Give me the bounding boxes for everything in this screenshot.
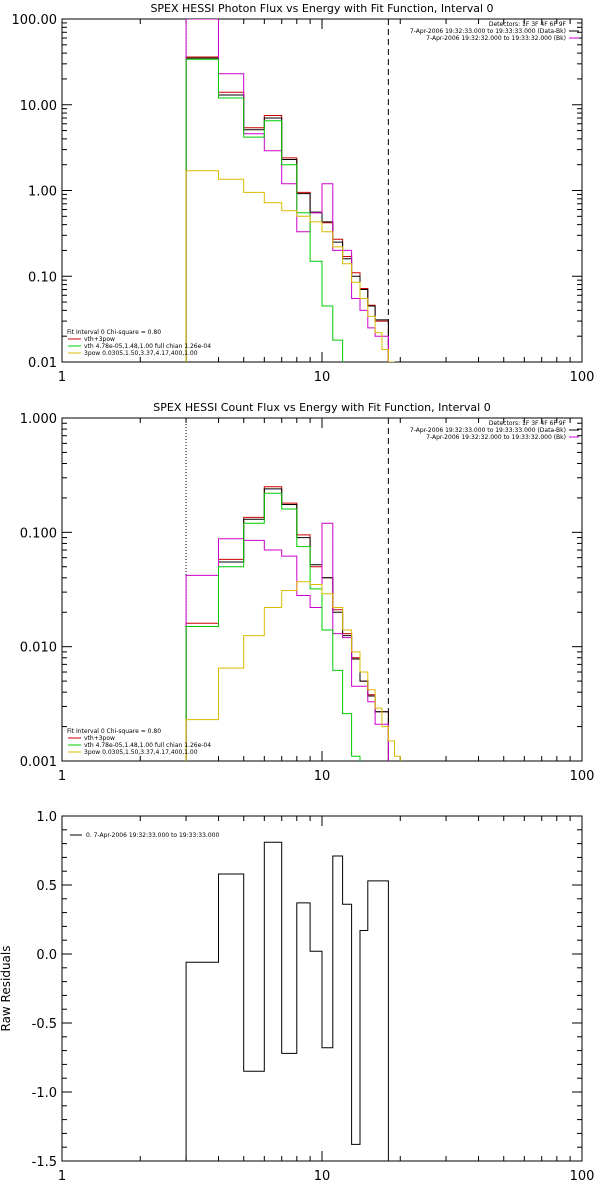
series-line-1 [185, 56, 389, 362]
y-tick-label: 0.010 [20, 641, 57, 656]
y-tick-label: 0.100 [20, 526, 57, 541]
detector-header: Detectors: 1F 3F 4F 6F 9F7-Apr-2006 19:3… [410, 420, 579, 441]
series-group [185, 486, 401, 761]
legend-entry: 0. 7-Apr-2006 19:32:33.000 to 19:33:33.0… [86, 832, 219, 839]
y-tick-label: -1.0 [32, 1086, 57, 1101]
x-tick-label: 1 [58, 769, 66, 784]
x-tick-label: 10 [314, 1169, 331, 1184]
x-axis-ticks: 1 10 100 [58, 19, 595, 385]
header-line: 7-Apr-2006 19:32:32.000 to 19:33:32.000 … [426, 434, 566, 441]
header-line: 7-Apr-2006 19:32:33.000 to 19:33:33.000 … [410, 28, 566, 35]
chart-title: SPEX HESSI Photon Flux vs Energy with Fi… [150, 2, 493, 15]
legend-entry: vth+3pow [84, 336, 115, 343]
chart-title: SPEX HESSI Count Flux vs Energy with Fit… [153, 401, 490, 414]
y-tick-label: 0.001 [20, 755, 57, 770]
legend: Fit Interval 0 Chi-square = 0.80vth+3pow… [67, 728, 211, 756]
series-line-4 [185, 492, 361, 761]
x-tick-label: 100 [570, 1169, 595, 1184]
y-tick-label: 0.0 [36, 948, 57, 963]
x-tick-label: 10 [314, 370, 331, 385]
x-tick-label: 10 [314, 769, 331, 784]
series-group [185, 841, 389, 1161]
x-axis-ticks: 1 10 100 [58, 816, 595, 1184]
series-line-3 [185, 522, 389, 761]
x-tick-label: 1 [58, 1169, 66, 1184]
y-axis-ticks: -1.5 -1.0 -0.5 0.0 0.5 1.0 [32, 810, 582, 1170]
detector-header: Detectors: 1F 3F 4F 6F 9F7-Apr-2006 19:3… [410, 21, 579, 42]
series-line-5 [185, 170, 395, 362]
chart-panel-3: Raw Residuals 1 10 100 -1.5 -1.0 -0.5 0.0 0.5 1.0… [0, 810, 594, 1184]
series-line-2 [185, 57, 389, 362]
y-tick-label: 0.01 [28, 356, 57, 371]
header-line: 7-Apr-2006 19:32:33.000 to 19:33:33.000 … [410, 427, 566, 434]
x-tick-label: 1 [58, 370, 66, 385]
y-tick-label: 1.0 [36, 810, 57, 825]
series-line-3 [185, 19, 389, 362]
y-tick-label: -0.5 [32, 1017, 57, 1032]
legend-entry: vth 4.78e-05,1.48,1.00 full chian 1.26e-… [84, 742, 211, 749]
y-axis-ticks: 0.001 0.010 0.100 1.000 [20, 412, 582, 770]
chart-panel-1: SPEX HESSI Photon Flux vs Energy with Fi… [12, 2, 595, 385]
y-tick-label: 100.00 [12, 13, 58, 28]
y-tick-label: 10.00 [20, 99, 57, 114]
legend-entry: vth 4.78e-05,1.48,1.00 full chian 1.26e-… [84, 343, 211, 350]
y-tick-label: -1.5 [32, 1155, 57, 1170]
legend-entry: Fit Interval 0 Chi-square = 0.80 [67, 728, 161, 735]
legend-entry: 3pow 0.0305,1.50,3.37,4.17,400,1.00 [84, 350, 198, 357]
series-line-1 [185, 841, 389, 1161]
chart-panel-2: SPEX HESSI Count Flux vs Energy with Fit… [20, 401, 595, 784]
legend: 0. 7-Apr-2006 19:32:33.000 to 19:33:33.0… [70, 832, 219, 839]
legend-entry: Fit Interval 0 Chi-square = 0.80 [67, 329, 161, 336]
series-line-4 [185, 58, 344, 362]
x-axis-ticks: 1 10 100 [58, 418, 595, 784]
y-tick-label: 0.10 [28, 270, 57, 285]
series-line-5 [185, 581, 401, 761]
legend-entry: 3pow 0.0305,1.50,3.37,4.17,400,1.00 [84, 749, 198, 756]
legend: Fit Interval 0 Chi-square = 0.80vth+3pow… [67, 329, 211, 357]
x-tick-label: 100 [570, 769, 595, 784]
y-tick-label: 0.5 [36, 879, 57, 894]
y-axis-label: Raw Residuals [0, 946, 13, 1032]
y-axis-ticks: 0.01 0.10 1.00 10.00 100.00 [12, 13, 582, 371]
legend-entry: vth+3pow [84, 735, 115, 742]
header-line: Detectors: 1F 3F 4F 6F 9F [489, 420, 567, 427]
header-line: 7-Apr-2006 19:32:32.000 to 19:33:32.000 … [426, 35, 566, 42]
series-group [185, 19, 395, 362]
y-tick-label: 1.00 [28, 185, 57, 200]
header-line: Detectors: 1F 3F 4F 6F 9F [489, 21, 567, 28]
x-tick-label: 100 [570, 370, 595, 385]
series-line-2 [185, 488, 389, 761]
y-tick-label: 1.000 [20, 412, 57, 427]
